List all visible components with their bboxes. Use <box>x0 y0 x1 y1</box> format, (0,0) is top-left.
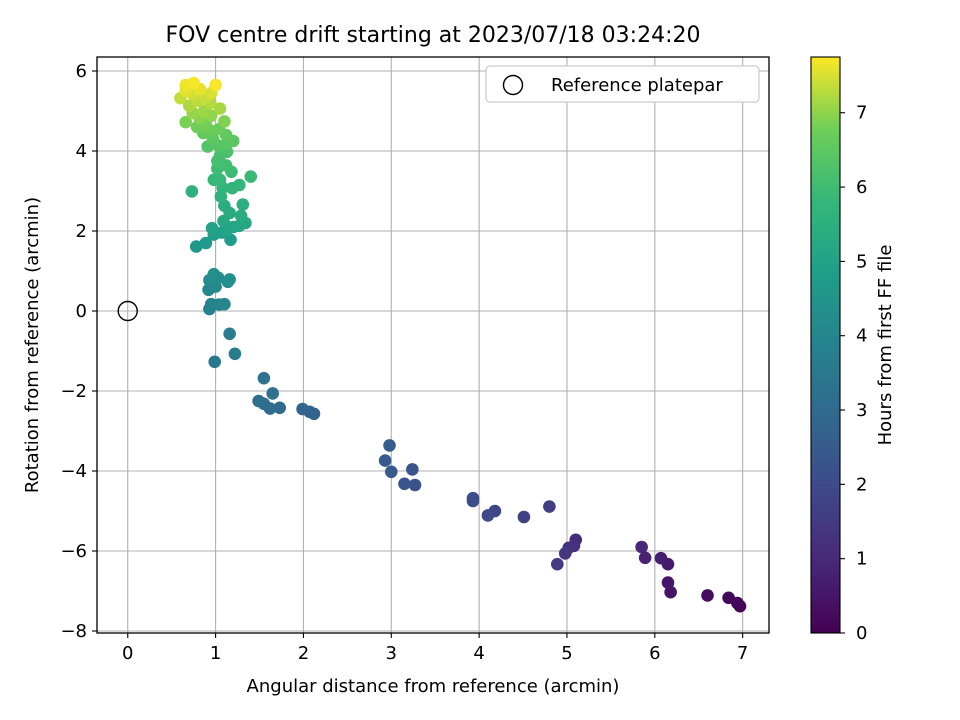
data-point <box>233 178 246 192</box>
data-point <box>266 387 279 400</box>
data-point <box>187 76 200 90</box>
data-point <box>234 209 248 223</box>
plot-frame <box>96 56 770 634</box>
x-tick-label: 0 <box>122 643 133 664</box>
data-point <box>224 233 237 247</box>
y-tick-label: −2 <box>60 381 87 402</box>
data-point <box>635 540 648 554</box>
data-point <box>207 267 221 281</box>
data-point <box>378 454 392 467</box>
data-points <box>174 76 747 613</box>
legend: Reference platepar <box>485 65 760 103</box>
x-axis-label: Angular distance from reference (arcmin) <box>247 676 620 697</box>
y-axis-ticks: −8 −6 −4 −2 0 2 4 6 <box>60 61 97 642</box>
data-point <box>543 500 556 513</box>
data-point <box>218 115 231 128</box>
y-tick-label: −6 <box>60 541 87 562</box>
data-point <box>244 170 258 183</box>
colorbar-tick-label: 4 <box>856 326 867 347</box>
data-point <box>722 591 735 605</box>
data-point <box>398 477 411 491</box>
data-point <box>408 478 422 492</box>
colorbar: 0 1 2 3 4 5 6 7 Hours from first FF file <box>810 56 896 644</box>
x-tick-label: 5 <box>561 643 572 664</box>
colorbar-tick-label: 3 <box>856 400 867 421</box>
data-point <box>558 547 572 560</box>
plot-area: 0 1 2 3 4 5 6 7 −8 −6 −4 −2 0 2 4 6 <box>60 56 770 664</box>
x-tick-label: 1 <box>210 643 221 664</box>
data-point <box>213 173 227 187</box>
data-point <box>185 185 199 198</box>
y-tick-label: −4 <box>60 461 87 482</box>
y-tick-label: 0 <box>76 301 87 322</box>
x-tick-label: 3 <box>386 643 397 664</box>
data-point <box>273 401 287 415</box>
data-point <box>209 78 222 92</box>
colorbar-tick-label: 7 <box>856 103 867 124</box>
colorbar-gradient <box>810 56 841 634</box>
data-point <box>661 576 675 589</box>
data-point <box>179 115 193 129</box>
data-point <box>664 585 677 599</box>
y-axis-label: Rotation from reference (arcmin) <box>22 197 43 493</box>
data-point <box>550 557 564 571</box>
data-point <box>654 551 668 565</box>
x-tick-label: 6 <box>649 643 660 664</box>
y-tick-label: −8 <box>60 621 87 642</box>
data-point <box>213 102 227 115</box>
legend-box <box>485 65 760 103</box>
legend-label: Reference platepar <box>551 75 723 96</box>
x-tick-label: 7 <box>737 643 748 664</box>
data-point <box>199 236 213 250</box>
data-point <box>218 297 231 311</box>
x-axis-ticks: 0 1 2 3 4 5 6 7 <box>122 633 748 664</box>
colorbar-tick-label: 2 <box>856 474 867 495</box>
reference-marker-group <box>117 300 138 322</box>
data-point <box>257 371 271 385</box>
data-point <box>466 491 480 505</box>
data-point <box>205 221 219 235</box>
data-point <box>252 394 265 408</box>
data-point <box>406 463 419 476</box>
y-tick-label: 6 <box>76 61 87 82</box>
legend-open-circle-marker <box>502 74 524 96</box>
x-tick-label: 4 <box>473 643 484 664</box>
colorbar-tick-label: 5 <box>856 251 867 272</box>
colorbar-ticks: 0 1 2 3 4 5 6 7 <box>840 103 867 644</box>
chart-title: FOV centre drift starting at 2023/07/18 … <box>166 23 701 48</box>
colorbar-tick-label: 1 <box>856 549 867 570</box>
data-point <box>236 198 250 211</box>
reference-platepar-marker <box>117 300 138 322</box>
colorbar-tick-label: 6 <box>856 177 867 198</box>
x-tick-label: 2 <box>298 643 309 664</box>
data-point <box>638 551 652 565</box>
data-point <box>384 465 398 479</box>
data-point <box>701 589 714 602</box>
y-tick-label: 2 <box>76 221 87 242</box>
colorbar-label: Hours from first FF file <box>875 245 896 446</box>
data-point <box>296 402 309 416</box>
data-point <box>517 510 531 524</box>
data-point <box>481 509 495 522</box>
data-point <box>228 347 242 361</box>
data-point <box>383 439 396 452</box>
colorbar-tick-label: 0 <box>856 623 867 644</box>
data-point <box>223 273 236 286</box>
y-tick-label: 4 <box>76 141 87 162</box>
data-point <box>189 240 203 253</box>
grid <box>97 57 769 633</box>
data-point <box>223 327 236 341</box>
data-point <box>208 355 222 369</box>
